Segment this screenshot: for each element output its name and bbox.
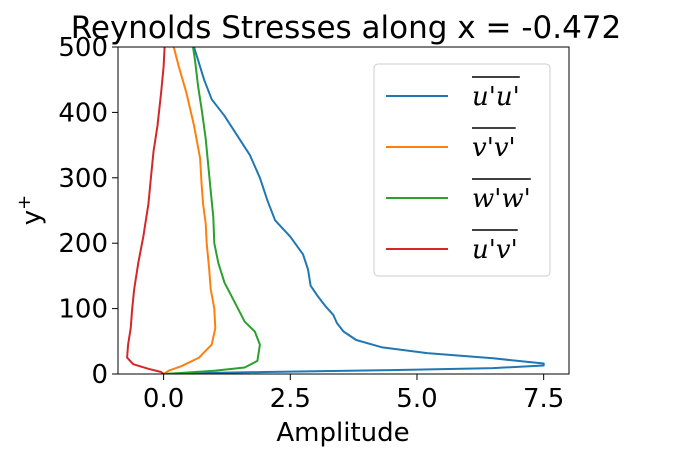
y-axis-label-main: y xyxy=(17,210,47,225)
plot-frame xyxy=(117,46,570,375)
y-axis: 0 100 200 300 400 500 xyxy=(58,33,118,390)
y-tick-label: 400 xyxy=(58,98,108,128)
legend-label-upup: u'u' xyxy=(472,82,520,112)
legend: u'u' v'v' w'w' u'v' xyxy=(373,63,551,277)
x-tick-label: 5.0 xyxy=(396,384,437,414)
x-tick-label: 2.5 xyxy=(270,384,311,414)
y-tick-label: 200 xyxy=(58,229,108,259)
svg-text:y+: y+ xyxy=(14,195,47,225)
x-tick-label: 7.5 xyxy=(523,384,564,414)
legend-label-vpvp: v'v' xyxy=(472,133,516,163)
legend-label-upvp: u'v' xyxy=(472,235,518,265)
series-line-upup xyxy=(163,47,545,374)
series-line-vpvp xyxy=(163,47,217,374)
x-axis-label: Amplitude xyxy=(276,418,409,448)
x-axis: 0.0 2.5 5.0 7.5 xyxy=(143,374,564,414)
y-axis-label: y+ xyxy=(14,195,47,225)
legend-box xyxy=(373,63,551,277)
series-line-wpwp xyxy=(163,47,261,374)
y-tick-label: 300 xyxy=(58,164,108,194)
y-tick-label: 0 xyxy=(91,360,108,390)
series-lines xyxy=(126,47,545,374)
y-axis-label-superscript: + xyxy=(14,195,35,210)
y-tick-label: 100 xyxy=(58,295,108,325)
series-line-upvp xyxy=(126,47,166,374)
chart-title: Reynolds Stresses along x = -0.472 xyxy=(71,10,622,46)
legend-label-wpwp: w'w' xyxy=(472,184,531,214)
x-tick-label: 0.0 xyxy=(143,384,184,414)
y-tick-label: 500 xyxy=(58,33,108,63)
